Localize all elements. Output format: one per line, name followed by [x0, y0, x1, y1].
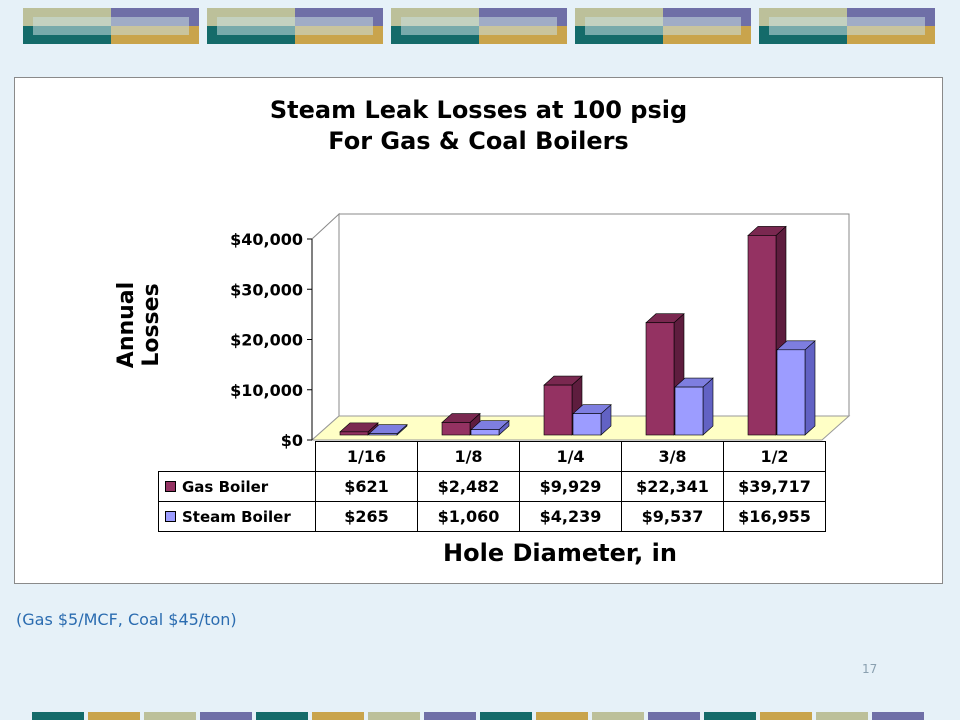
- category-label: 1/16: [315, 441, 418, 472]
- gas-value-label: $39,717: [723, 471, 826, 502]
- gas-boiler-bar: [441, 422, 471, 436]
- gas-value-label: $621: [315, 471, 418, 502]
- gas-value-label: $9,929: [519, 471, 622, 502]
- steam-boiler-bar: [572, 413, 602, 436]
- banner-tile-highlight: [769, 17, 925, 35]
- top-banner: [0, 0, 960, 50]
- steam-value-label: $16,955: [723, 501, 826, 532]
- bottom-banner-block: [648, 712, 700, 720]
- y-axis-label: Annual Losses: [114, 250, 174, 400]
- steam-boiler-swatch: [165, 510, 176, 522]
- steam-value-label: $9,537: [621, 501, 724, 532]
- category-label: 1/4: [519, 441, 622, 472]
- page-number: 17: [862, 662, 878, 676]
- banner-tile-highlight: [401, 17, 557, 35]
- gas-boiler-bar: [543, 384, 573, 436]
- bottom-banner-block: [88, 712, 140, 720]
- chart-title: Steam Leak Losses at 100 psig For Gas & …: [14, 95, 943, 157]
- legend-steam-boiler: Steam Boiler: [158, 501, 316, 532]
- y-axis-label-line-1: Annual: [114, 281, 139, 369]
- bottom-banner-block: [816, 712, 868, 720]
- bottom-banner-block: [592, 712, 644, 720]
- bottom-banner: [0, 712, 960, 720]
- banner-tile: [759, 8, 935, 44]
- bottom-banner-block: [144, 712, 196, 720]
- category-label: 3/8: [621, 441, 724, 472]
- steam-boiler-bar: [776, 349, 806, 436]
- bottom-banner-block: [704, 712, 756, 720]
- bottom-banner-block: [368, 712, 420, 720]
- bottom-banner-block: [200, 712, 252, 720]
- banner-tile: [23, 8, 199, 44]
- data-table-row-gas: Gas Boiler $621 $2,482 $9,929 $22,341 $3…: [158, 471, 826, 502]
- chart-title-line-1: Steam Leak Losses at 100 psig: [269, 96, 688, 124]
- bottom-banner-block: [536, 712, 588, 720]
- category-label: 1/2: [723, 441, 826, 472]
- legend-gas-boiler-label: Gas Boiler: [182, 477, 269, 496]
- bottom-banner-block: [256, 712, 308, 720]
- y-tick-label: $30,000: [230, 280, 303, 299]
- gas-boiler-bar: [339, 431, 369, 436]
- x-axis-label: Hole Diameter, in: [443, 539, 677, 567]
- y-tick-label: $40,000: [230, 230, 303, 249]
- gas-value-label: $2,482: [417, 471, 520, 502]
- steam-boiler-bar-side: [702, 377, 714, 436]
- steam-boiler-bar-side: [804, 340, 816, 436]
- banner-tile: [207, 8, 383, 44]
- bottom-banner-block: [760, 712, 812, 720]
- bottom-banner-block: [312, 712, 364, 720]
- bottom-banner-block: [480, 712, 532, 720]
- side-wall: [311, 212, 340, 442]
- y-tick-label: $0: [281, 431, 303, 450]
- steam-boiler-bar: [368, 433, 398, 436]
- legend-steam-boiler-label: Steam Boiler: [182, 507, 291, 526]
- data-table-header-row: 1/16 1/8 1/4 3/8 1/2: [159, 441, 826, 472]
- bottom-banner-block: [424, 712, 476, 720]
- footnote: (Gas $5/MCF, Coal $45/ton): [16, 610, 237, 629]
- bottom-banner-block: [32, 712, 84, 720]
- data-table-row-steam: Steam Boiler $265 $1,060 $4,239 $9,537 $…: [158, 501, 826, 532]
- gas-value-label: $22,341: [621, 471, 724, 502]
- gas-boiler-bar: [645, 322, 675, 436]
- steam-boiler-bar: [470, 429, 500, 436]
- bottom-banner-block: [872, 712, 924, 720]
- chart-title-line-2: For Gas & Coal Boilers: [328, 127, 629, 155]
- legend-gas-boiler: Gas Boiler: [158, 471, 316, 502]
- y-tick-label: $10,000: [230, 381, 303, 400]
- banner-tile: [575, 8, 751, 44]
- banner-tile-highlight: [585, 17, 741, 35]
- steam-value-label: $1,060: [417, 501, 520, 532]
- steam-boiler-bar: [674, 386, 704, 436]
- y-tick-label: $20,000: [230, 331, 303, 350]
- steam-value-label: $4,239: [519, 501, 622, 532]
- banner-tile-highlight: [33, 17, 189, 35]
- gas-boiler-swatch: [165, 480, 176, 492]
- banner-tile-highlight: [217, 17, 373, 35]
- y-axis-label-line-2: Losses: [139, 283, 164, 367]
- category-label: 1/8: [417, 441, 520, 472]
- data-table: 1/16 1/8 1/4 3/8 1/2 Gas Boiler $621 $2,…: [158, 441, 826, 532]
- banner-tile: [391, 8, 567, 44]
- gas-boiler-bar: [747, 235, 777, 436]
- steam-value-label: $265: [315, 501, 418, 532]
- data-table-corner: [159, 442, 316, 472]
